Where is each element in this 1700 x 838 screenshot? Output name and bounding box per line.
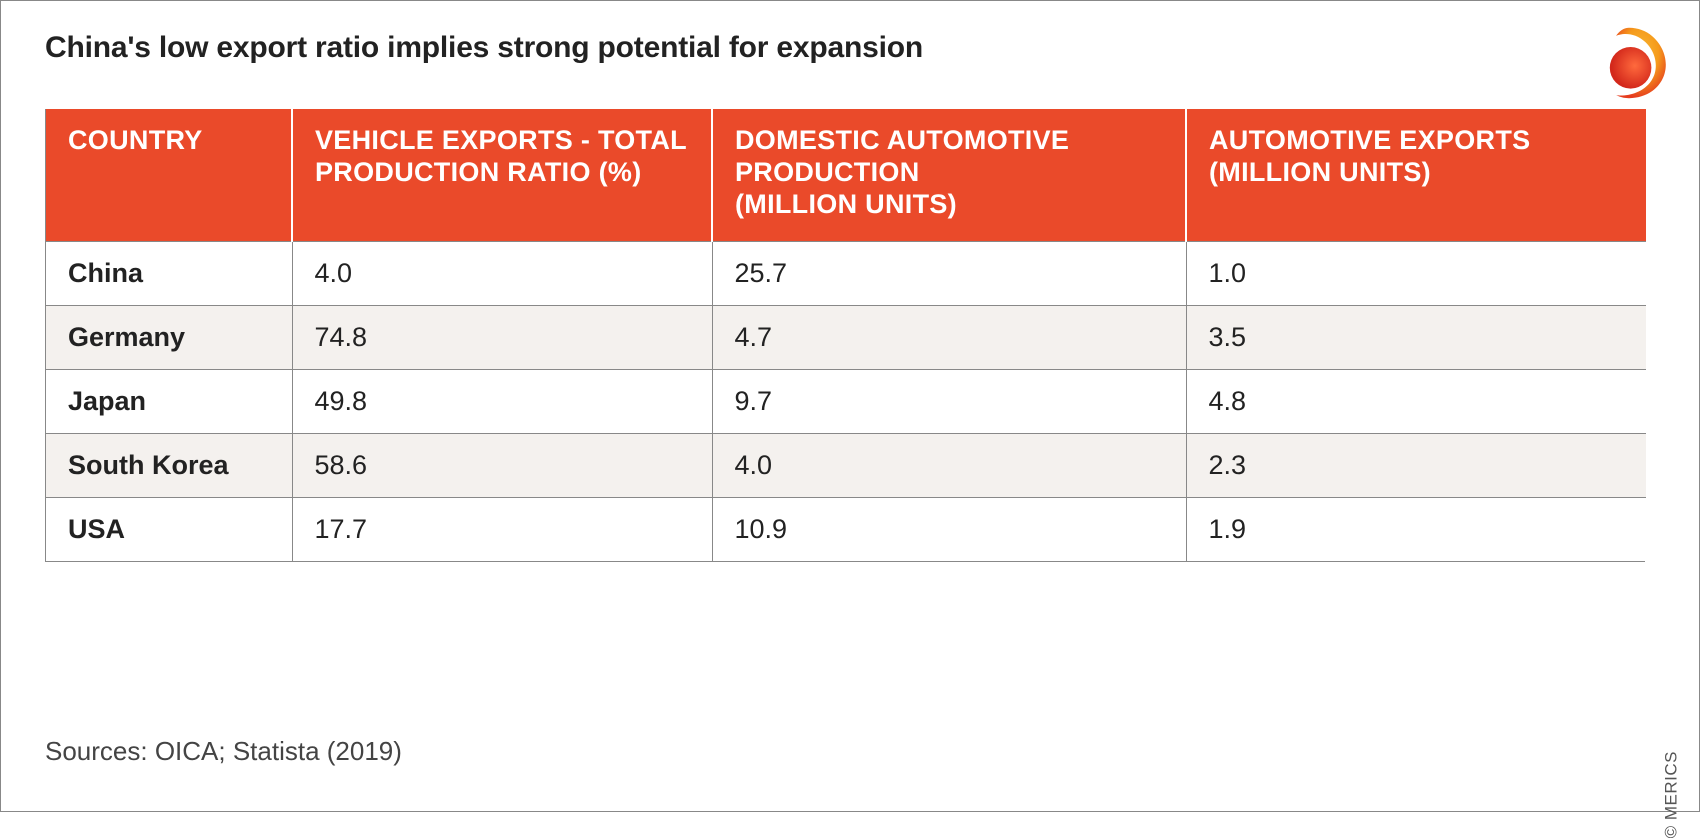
col-header-production: DOMESTIC AUTOMOTIVE PRODUCTION (MILLION … bbox=[712, 109, 1186, 241]
cell-production: 4.7 bbox=[712, 305, 1186, 369]
chart-title: China's low export ratio implies strong … bbox=[45, 31, 923, 65]
cell-ratio: 17.7 bbox=[292, 497, 712, 561]
table-row: South Korea 58.6 4.0 2.3 bbox=[46, 433, 1646, 497]
table-body: China 4.0 25.7 1.0 Germany 74.8 4.7 3.5 … bbox=[46, 241, 1646, 561]
cell-exports: 1.0 bbox=[1186, 241, 1646, 305]
cell-exports: 3.5 bbox=[1186, 305, 1646, 369]
cell-ratio: 4.0 bbox=[292, 241, 712, 305]
table-header: COUNTRY VEHICLE EXPORTS - TOTAL PRODUCTI… bbox=[46, 109, 1646, 241]
col-header-exports: AUTOMOTIVE EXPORTS (MILLION UNITS) bbox=[1186, 109, 1646, 241]
merics-logo-icon bbox=[1589, 23, 1669, 103]
cell-production: 9.7 bbox=[712, 369, 1186, 433]
data-table-container: COUNTRY VEHICLE EXPORTS - TOTAL PRODUCTI… bbox=[45, 109, 1645, 562]
cell-production: 25.7 bbox=[712, 241, 1186, 305]
cell-ratio: 58.6 bbox=[292, 433, 712, 497]
credit-text: © MERICS bbox=[1661, 751, 1681, 838]
cell-exports: 4.8 bbox=[1186, 369, 1646, 433]
cell-ratio: 74.8 bbox=[292, 305, 712, 369]
cell-country: South Korea bbox=[46, 433, 292, 497]
cell-country: USA bbox=[46, 497, 292, 561]
cell-exports: 1.9 bbox=[1186, 497, 1646, 561]
cell-country: China bbox=[46, 241, 292, 305]
source-text: Sources: OICA; Statista (2019) bbox=[45, 736, 402, 767]
table-row: China 4.0 25.7 1.0 bbox=[46, 241, 1646, 305]
cell-production: 4.0 bbox=[712, 433, 1186, 497]
data-table: COUNTRY VEHICLE EXPORTS - TOTAL PRODUCTI… bbox=[46, 109, 1646, 561]
cell-ratio: 49.8 bbox=[292, 369, 712, 433]
table-row: Germany 74.8 4.7 3.5 bbox=[46, 305, 1646, 369]
col-header-ratio: VEHICLE EXPORTS - TOTAL PRODUCTION RATIO… bbox=[292, 109, 712, 241]
chart-frame: China's low export ratio implies strong … bbox=[0, 0, 1700, 812]
cell-country: Germany bbox=[46, 305, 292, 369]
col-header-country: COUNTRY bbox=[46, 109, 292, 241]
cell-production: 10.9 bbox=[712, 497, 1186, 561]
cell-exports: 2.3 bbox=[1186, 433, 1646, 497]
cell-country: Japan bbox=[46, 369, 292, 433]
table-row: Japan 49.8 9.7 4.8 bbox=[46, 369, 1646, 433]
table-row: USA 17.7 10.9 1.9 bbox=[46, 497, 1646, 561]
